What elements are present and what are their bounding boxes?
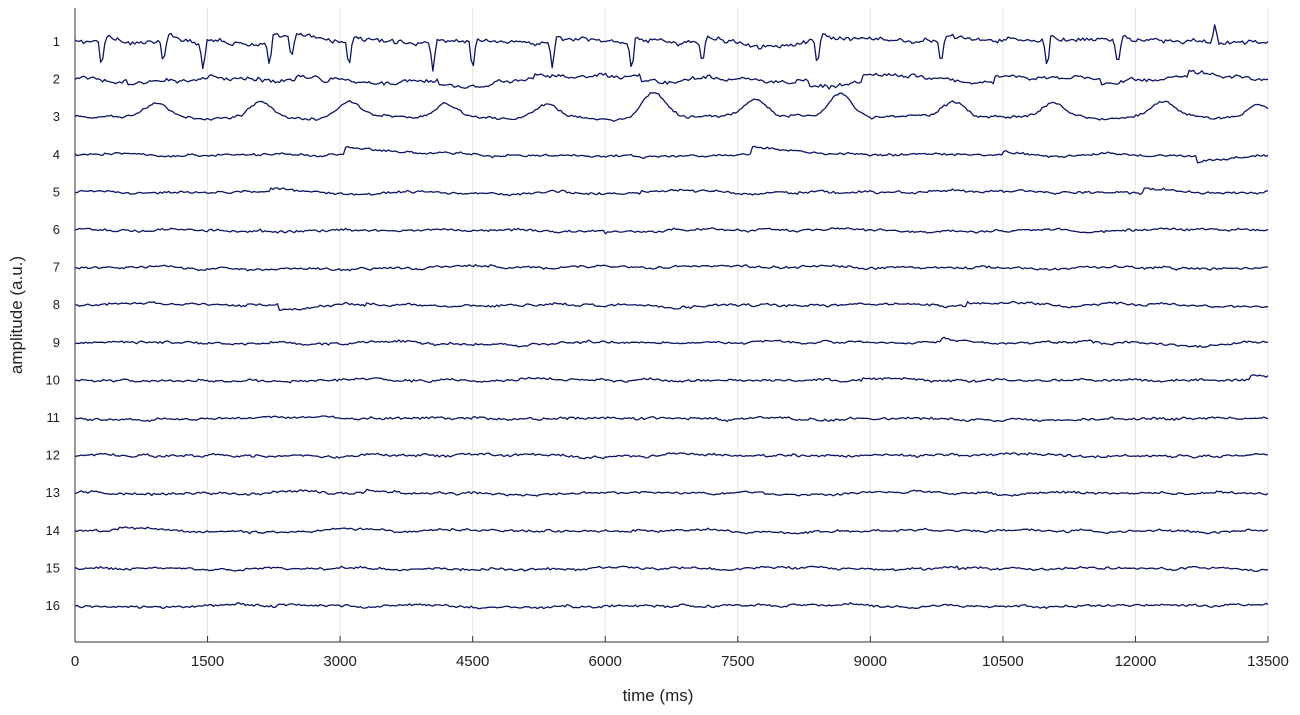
axes — [74, 8, 1268, 643]
channel-label: 5 — [53, 184, 60, 199]
channel-label: 13 — [46, 485, 60, 500]
channel-trace — [74, 452, 1269, 460]
channel-trace — [74, 565, 1268, 573]
channel-trace — [74, 24, 1269, 72]
channel-label: 1 — [53, 34, 60, 49]
channel-trace — [74, 526, 1269, 535]
channel-label: 16 — [46, 598, 60, 613]
x-ticks: 0 1500 3000 4500 6000 7500 9000 10500 12000 13500 — [71, 636, 1289, 670]
x-tick-label: 10500 — [982, 653, 1024, 670]
x-axis-title: time (ms) — [623, 686, 694, 705]
channel-trace — [74, 415, 1269, 423]
x-tick-label: 4500 — [456, 653, 489, 670]
channel-trace — [74, 145, 1269, 164]
channel-trace — [74, 69, 1269, 90]
channel-label: 8 — [53, 297, 60, 312]
channel-trace — [74, 227, 1269, 235]
x-tick-label: 3000 — [323, 653, 356, 670]
channel-trace — [74, 91, 1269, 122]
channel-label: 12 — [46, 448, 60, 463]
channel-label: 6 — [53, 222, 60, 237]
grid-lines — [207, 8, 1269, 642]
channel-trace — [74, 602, 1269, 610]
channel-label: 3 — [53, 109, 60, 124]
channel-label: 2 — [53, 72, 60, 87]
channel-label: 15 — [46, 560, 60, 575]
channel-trace — [74, 488, 1269, 497]
channel-trace — [74, 336, 1269, 348]
x-tick-label: 7500 — [721, 653, 754, 670]
channel-label: 9 — [53, 335, 60, 350]
x-tick-label: 13500 — [1247, 653, 1289, 670]
x-tick-label: 0 — [71, 653, 79, 670]
x-tick-label: 1500 — [191, 653, 224, 670]
channel-trace — [74, 187, 1269, 197]
channel-trace — [75, 264, 1269, 272]
x-tick-label: 9000 — [854, 653, 887, 670]
x-tick-label: 12000 — [1115, 653, 1157, 670]
channel-label: 4 — [53, 147, 60, 162]
channel-label: 11 — [47, 410, 61, 425]
channel-traces — [74, 24, 1269, 610]
channel-label: 7 — [53, 260, 60, 275]
channel-label: 14 — [46, 523, 60, 538]
channel-trace — [75, 300, 1269, 311]
channel-trace — [74, 374, 1269, 384]
x-tick-label: 6000 — [589, 653, 622, 670]
channel-label: 10 — [46, 372, 60, 387]
y-axis-title: amplitude (a.u.) — [7, 256, 26, 374]
